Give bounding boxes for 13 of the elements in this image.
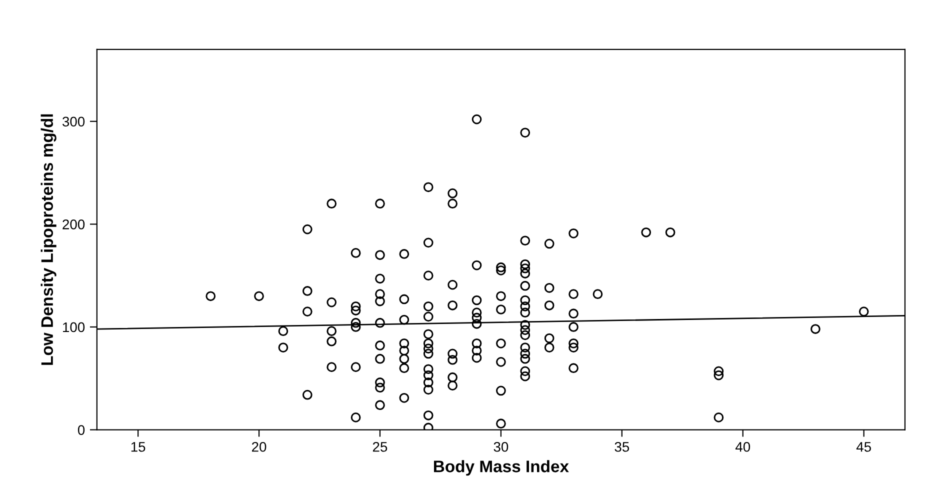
y-tick-label: 0 [78, 425, 85, 435]
y-tick-label: 100 [63, 322, 85, 332]
x-tick-label: 35 [614, 442, 630, 452]
x-tick-label: 15 [131, 442, 146, 452]
x-tick-label: 25 [372, 442, 388, 452]
y-axis-title: Low Density Lipoproteins mg/dl [40, 114, 56, 365]
y-tick-label: 200 [62, 220, 85, 230]
x-tick-label: 30 [494, 442, 508, 452]
x-tick-label: 40 [735, 442, 750, 452]
x-tick-label: 45 [856, 442, 871, 452]
y-tick-label: 300 [62, 116, 85, 127]
x-tick-label: 20 [252, 442, 266, 452]
x-axis-title: Body Mass Index [434, 460, 569, 476]
